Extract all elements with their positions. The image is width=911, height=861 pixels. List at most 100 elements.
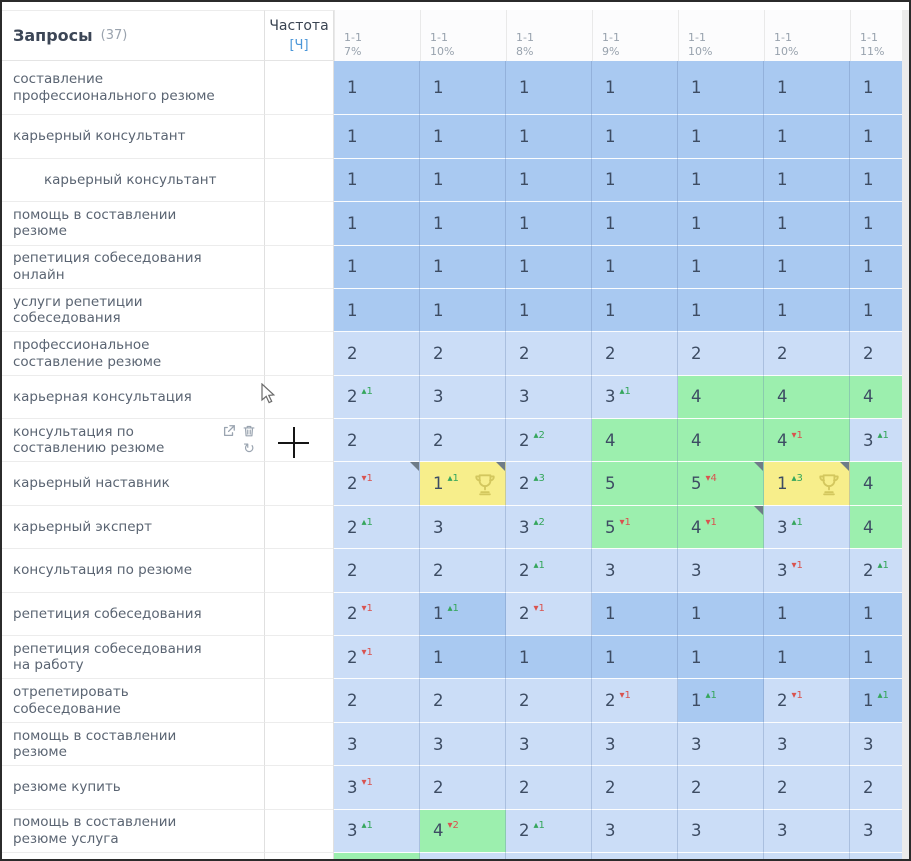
position-cell[interactable]: 1	[592, 61, 678, 116]
position-cell[interactable]: 4 ▾2	[420, 809, 506, 853]
position-cell[interactable]: 5 ▾1	[592, 505, 678, 550]
position-cell[interactable]: 1	[850, 61, 909, 116]
position-cell[interactable]: 1	[506, 61, 592, 116]
date-column-header[interactable]: 1-1 10%	[764, 10, 850, 62]
position-cell[interactable]: 3 ▴1	[334, 809, 420, 853]
position-cell[interactable]: 2 ▾1	[764, 679, 850, 723]
position-cell[interactable]: 3 ▴1	[850, 419, 909, 463]
position-cell[interactable]: 3 ▾1	[764, 549, 850, 593]
position-cell[interactable]: 2 ▴1	[334, 505, 420, 550]
position-cell[interactable]: 1	[506, 245, 592, 289]
position-cell[interactable]: 1	[850, 636, 909, 680]
position-cell[interactable]: 1	[334, 202, 420, 246]
position-cell[interactable]: 4 ▾1	[678, 505, 764, 550]
position-cell[interactable]: 3	[850, 809, 909, 853]
date-column-header[interactable]: 1-1 10%	[678, 10, 764, 62]
position-cell[interactable]: 3	[334, 722, 420, 767]
date-column-header[interactable]: 1-1 7%	[334, 10, 420, 62]
position-cell[interactable]: 1	[850, 158, 909, 203]
position-cell[interactable]: 3 ▴1	[764, 505, 850, 550]
position-cell[interactable]: 1	[592, 202, 678, 246]
position-cell[interactable]: 4	[850, 505, 909, 550]
position-cell[interactable]: 3	[506, 722, 592, 767]
date-column-header[interactable]: 1-1 11%	[850, 10, 909, 62]
position-cell[interactable]: 3	[678, 722, 764, 767]
refresh-icon[interactable]: ↻	[243, 441, 255, 458]
position-cell[interactable]: 1	[764, 636, 850, 680]
position-cell[interactable]: 2 ▴1	[506, 809, 592, 853]
position-cell[interactable]: 3	[420, 722, 506, 767]
trash-icon[interactable]	[242, 424, 256, 438]
position-cell[interactable]: 2	[764, 332, 850, 376]
position-cell[interactable]: 1	[592, 636, 678, 680]
position-cell[interactable]: 2 ▾1	[592, 679, 678, 723]
query-cell[interactable]: карьерный эксперт	[2, 505, 264, 550]
position-cell[interactable]: 2	[592, 766, 678, 810]
date-column-header[interactable]: 1-1 9%	[592, 10, 678, 62]
position-cell[interactable]: 1	[764, 115, 850, 159]
position-cell[interactable]: 2	[850, 332, 909, 376]
query-cell[interactable]: консультация по составлению резюме ↻	[2, 419, 264, 463]
position-cell[interactable]: 2	[764, 766, 850, 810]
position-cell[interactable]: 3	[850, 722, 909, 767]
query-cell[interactable]: помощь в составлении резюме	[2, 722, 264, 767]
frequency-link[interactable]: [Ч]	[289, 38, 309, 54]
position-cell[interactable]: 2 ▴3	[506, 462, 592, 506]
query-cell[interactable]: карьерный консультант	[2, 158, 264, 203]
vertical-scrollbar[interactable]	[902, 10, 909, 859]
position-cell[interactable]: 2	[420, 419, 506, 463]
position-cell[interactable]: 1	[420, 158, 506, 203]
position-cell[interactable]: 2	[334, 549, 420, 593]
position-cell[interactable]: 4	[764, 375, 850, 420]
position-cell[interactable]: 4	[678, 419, 764, 463]
position-cell[interactable]: 1	[678, 61, 764, 116]
position-cell[interactable]: 2	[678, 766, 764, 810]
position-cell[interactable]: 3	[764, 809, 850, 853]
position-cell[interactable]: 3	[592, 809, 678, 853]
position-cell[interactable]: 3	[420, 505, 506, 550]
position-cell[interactable]: 2	[420, 679, 506, 723]
position-cell[interactable]: 2	[506, 679, 592, 723]
position-cell[interactable]: 1	[764, 158, 850, 203]
position-cell[interactable]: 3	[678, 549, 764, 593]
position-cell[interactable]: 2 ▾1	[506, 592, 592, 637]
position-cell[interactable]: 1	[678, 636, 764, 680]
position-cell[interactable]: 1	[420, 245, 506, 289]
position-cell[interactable]: 2	[420, 549, 506, 593]
query-cell[interactable]: репетиция собеседования	[2, 592, 264, 637]
position-cell[interactable]: 1	[592, 288, 678, 333]
position-cell[interactable]: 1	[764, 288, 850, 333]
position-cell[interactable]: 1	[592, 592, 678, 637]
position-cell[interactable]: 2 ▾1	[334, 462, 420, 506]
position-cell[interactable]: 4 ▾1	[764, 419, 850, 463]
position-cell[interactable]: 2 ▾1	[334, 636, 420, 680]
query-cell[interactable]: карьерный наставник	[2, 462, 264, 506]
position-cell[interactable]: 1	[850, 245, 909, 289]
position-cell[interactable]: 2	[334, 332, 420, 376]
position-cell[interactable]: 1	[678, 115, 764, 159]
date-column-header[interactable]: 1-1 8%	[506, 10, 592, 62]
date-column-header[interactable]: 1-1 10%	[420, 10, 506, 62]
position-cell[interactable]: 1	[764, 202, 850, 246]
position-cell[interactable]: 3 ▴1	[592, 375, 678, 420]
position-cell[interactable]: 3	[764, 722, 850, 767]
position-cell[interactable]: 1 ▴1	[420, 462, 506, 506]
position-cell[interactable]: 1	[678, 245, 764, 289]
position-cell[interactable]: 1	[334, 61, 420, 116]
query-cell[interactable]: помощь в составлении резюме услуга	[2, 809, 264, 853]
query-cell[interactable]: составление профессионального резюме	[2, 61, 264, 116]
query-cell[interactable]: репетиция собеседования онлайн	[2, 245, 264, 289]
position-cell[interactable]: 1	[592, 115, 678, 159]
position-cell[interactable]: 1	[420, 202, 506, 246]
position-cell[interactable]: 2	[420, 332, 506, 376]
position-cell[interactable]: 1	[506, 158, 592, 203]
query-cell[interactable]: репетиция собеседования на работу	[2, 636, 264, 680]
position-cell[interactable]: 5 ▾4	[678, 462, 764, 506]
position-cell[interactable]: 3 ▾1	[334, 766, 420, 810]
position-cell[interactable]: 1	[420, 288, 506, 333]
position-cell[interactable]: 2 ▾1	[334, 592, 420, 637]
position-cell[interactable]: 2	[506, 766, 592, 810]
position-cell[interactable]: 1	[506, 202, 592, 246]
position-cell[interactable]: 1 ▴3	[764, 462, 850, 506]
position-cell[interactable]: 4	[850, 375, 909, 420]
